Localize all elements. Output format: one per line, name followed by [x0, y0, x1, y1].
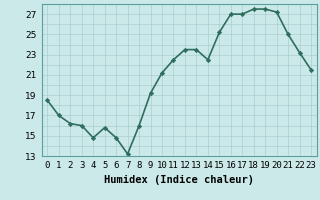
X-axis label: Humidex (Indice chaleur): Humidex (Indice chaleur)	[104, 175, 254, 185]
